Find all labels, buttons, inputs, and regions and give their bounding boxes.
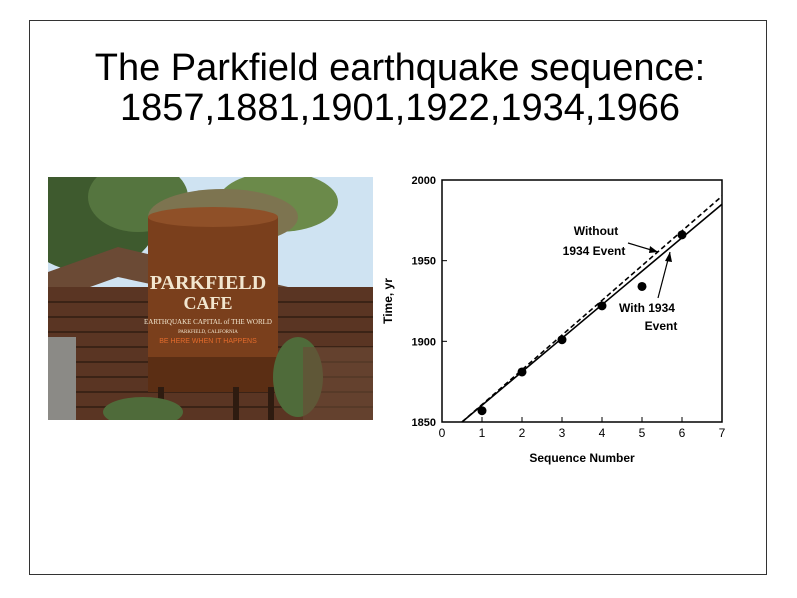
data-point bbox=[677, 230, 687, 240]
data-point bbox=[517, 367, 527, 377]
data-point bbox=[637, 281, 647, 291]
sign-tagline: BE HERE WHEN IT HAPPENS bbox=[159, 338, 257, 345]
y-tick-label: 1950 bbox=[412, 256, 436, 268]
data-point bbox=[597, 301, 607, 311]
x-tick-label: 1 bbox=[479, 426, 486, 440]
fit-line-without-1934 bbox=[461, 195, 723, 423]
x-tick-label: 4 bbox=[599, 426, 606, 440]
annotation-with-line2: Event bbox=[645, 319, 678, 333]
y-tick-label: 1850 bbox=[412, 417, 436, 429]
y-tick-label: 1900 bbox=[412, 336, 436, 348]
y-axis-label: Time, yr bbox=[381, 278, 395, 324]
annotation-without-line2: 1934 Event bbox=[563, 244, 626, 258]
x-tick-label: 3 bbox=[559, 426, 566, 440]
x-tick-label: 5 bbox=[639, 426, 646, 440]
sign-capital: EARTHQUAKE CAPITAL of THE WORLD bbox=[144, 318, 272, 326]
parkfield-cafe-photo: PARKFIELD CAFE EARTHQUAKE CAPITAL of THE… bbox=[48, 177, 373, 420]
annotation-with-line1: With 1934 bbox=[619, 301, 675, 315]
sign-cafe: CAFE bbox=[184, 293, 233, 313]
x-axis-label: Sequence Number bbox=[529, 451, 635, 465]
title-line-1: The Parkfield earthquake sequence: bbox=[94, 47, 706, 89]
sign-location: PARKFIELD, CALIFORNIA bbox=[178, 330, 238, 335]
fit-line-with-1934 bbox=[461, 203, 723, 423]
data-point bbox=[477, 406, 487, 416]
parkfield-chart: 0 1 2 3 4 5 6 7 1850 1900 1950 2000 Sequence Number T… bbox=[370, 160, 750, 480]
slide-title: The Parkfield earthquake sequence: 1857,… bbox=[40, 48, 760, 128]
plot-frame bbox=[441, 179, 723, 423]
annotation-without-arrowhead bbox=[649, 246, 658, 253]
annotation-with-arrowhead bbox=[665, 252, 672, 262]
chart-svg: 0 1 2 3 4 5 6 7 1850 1900 1950 2000 Sequence Number T… bbox=[381, 175, 726, 465]
x-tick-label: 2 bbox=[519, 426, 526, 440]
title-line-2: 1857,1881,1901,1922,1934,1966 bbox=[120, 87, 680, 129]
y-tick-label: 2000 bbox=[412, 175, 436, 187]
x-tick-label: 0 bbox=[439, 426, 446, 440]
data-point bbox=[557, 335, 567, 345]
slide-frame bbox=[29, 20, 767, 575]
x-tick-label: 6 bbox=[679, 426, 686, 440]
photo-illustration: PARKFIELD CAFE EARTHQUAKE CAPITAL of THE… bbox=[48, 177, 373, 420]
x-tick-label: 7 bbox=[719, 426, 726, 440]
sign-name: PARKFIELD bbox=[150, 272, 266, 294]
annotation-without-line1: Without bbox=[574, 224, 619, 238]
